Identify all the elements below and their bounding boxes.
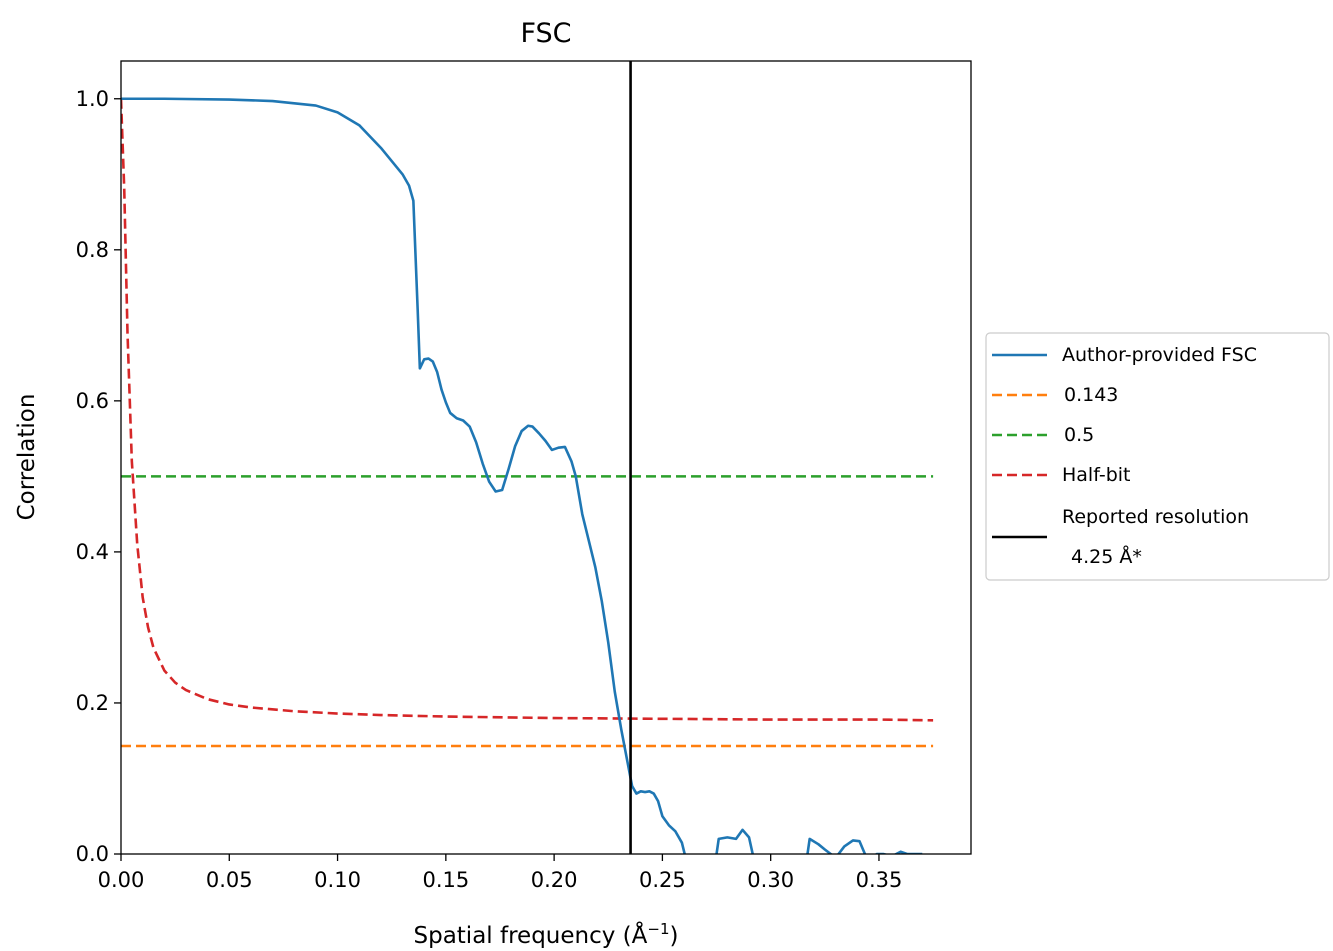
y-tick-label: 0.8 (76, 238, 109, 262)
series-author-fsc (121, 97, 923, 854)
x-axis: 0.00 0.05 0.10 0.15 0.20 0.25 0.30 0.35 (98, 854, 903, 892)
y-axis-label: Correlation (14, 394, 40, 521)
x-tick-label: 0.10 (314, 868, 361, 892)
x-tick-label: 0.05 (206, 868, 253, 892)
y-tick-label: 0.4 (76, 540, 109, 564)
legend-label-05: 0.5 (1064, 424, 1094, 446)
legend-label-author-fsc: Author-provided FSC (1062, 344, 1257, 366)
x-axis-label: Spatial frequency (Å−1) (414, 920, 679, 949)
x-tick-label: 0.15 (422, 868, 469, 892)
y-axis: 0.0 0.2 0.4 0.6 0.8 1.0 (76, 87, 121, 866)
x-tick-label: 0.20 (531, 868, 578, 892)
legend-label-half-bit: Half-bit (1062, 464, 1131, 486)
series-half-bit (121, 98, 934, 722)
series-layer (121, 61, 934, 854)
legend: Author-provided FSC 0.143 0.5 Half-bit R… (985, 332, 1330, 581)
y-tick-label: 0.2 (76, 691, 109, 715)
y-tick-label: 0.0 (76, 842, 109, 866)
legend-label-0143: 0.143 (1064, 384, 1118, 406)
legend-box (985, 332, 1330, 581)
legend-label-reported-resolution-value: 4.25 Å* (1071, 545, 1142, 568)
chart-title: FSC (520, 18, 571, 49)
x-tick-label: 0.00 (98, 868, 145, 892)
legend-label-reported-resolution: Reported resolution (1062, 506, 1249, 528)
x-tick-label: 0.30 (747, 868, 794, 892)
y-tick-label: 0.6 (76, 389, 109, 413)
x-tick-label: 0.35 (856, 868, 903, 892)
plot-frame (120, 60, 972, 855)
x-tick-label: 0.25 (639, 868, 686, 892)
y-tick-label: 1.0 (76, 87, 109, 111)
